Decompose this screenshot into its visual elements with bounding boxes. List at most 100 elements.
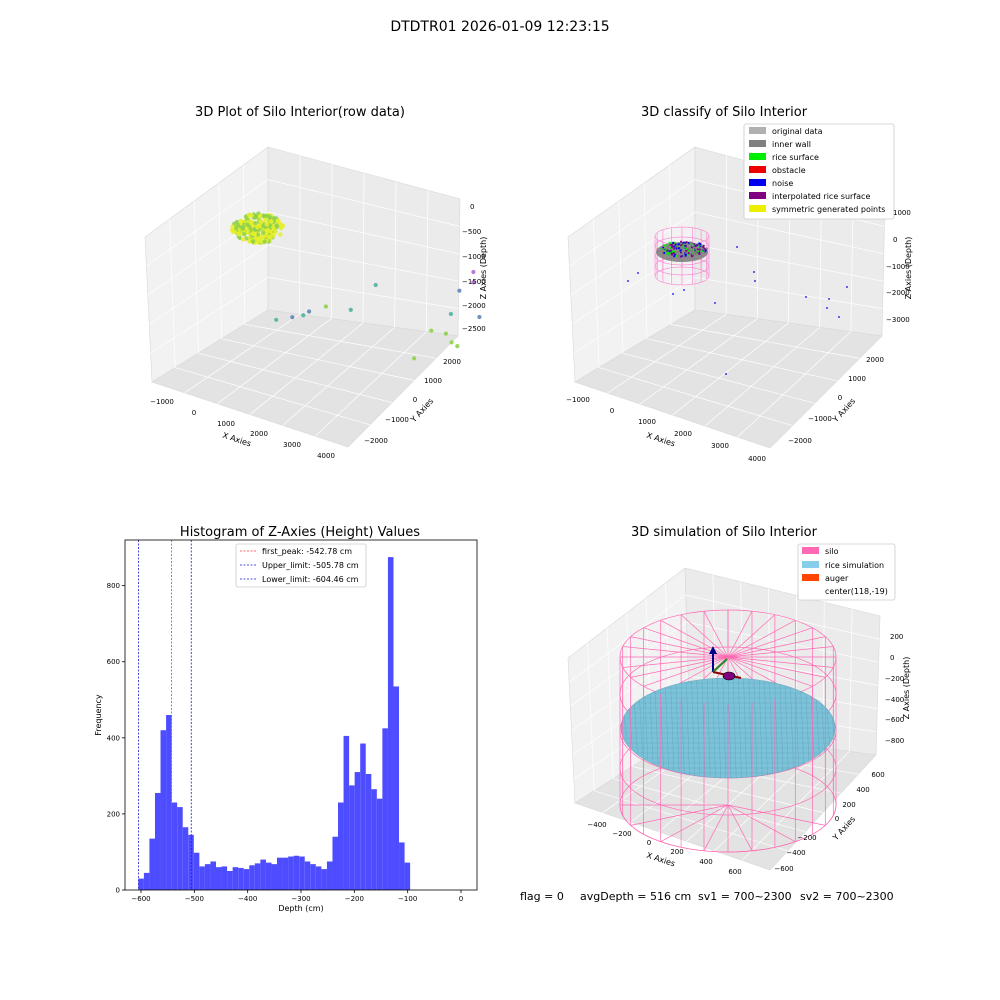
silo-cap-spoke (727, 804, 826, 826)
classify-mini-silo (654, 226, 710, 286)
noise-point (736, 246, 738, 248)
histogram-bar (315, 866, 322, 890)
simulation-title: 3D simulation of Silo Interior (631, 525, 818, 540)
classify-z-label: Z Axies (Depth) (904, 237, 913, 300)
noise-point (683, 289, 685, 291)
grid-line (598, 367, 793, 426)
raw-point (471, 280, 476, 285)
mini-silo-point (688, 247, 690, 250)
grid-line (573, 277, 696, 354)
mini-silo-point (671, 245, 674, 248)
mini-silo-point (660, 247, 663, 250)
mini-silo-point (691, 245, 694, 247)
mini-silo-point (668, 241, 671, 244)
mini-silo-point (675, 251, 677, 254)
simulation-legend: silo rice simulation auger center(118,-1… (797, 543, 896, 601)
classify-x-tick: 3000 (711, 442, 729, 450)
silo-cap-spoke (727, 656, 826, 678)
rice-mesh-line (738, 678, 742, 778)
mini-silo-point (671, 243, 674, 246)
mini-silo-point (689, 241, 692, 244)
histogram-bar (265, 862, 272, 890)
mini-silo-point (700, 249, 703, 252)
raw-x-ticks: −1000 0 1000 2000 3000 4000 (150, 398, 335, 460)
mini-silo-point (673, 245, 675, 248)
mini-silo-point (684, 254, 687, 257)
mini-silo-point (690, 249, 692, 252)
sim-y-tick: 600 (871, 771, 884, 779)
raw-y-tick: −2000 (364, 437, 388, 445)
raw-point (301, 313, 306, 318)
sim-x-tick: 0 (647, 839, 651, 847)
auger-axis-y (712, 658, 728, 673)
mini-silo-point (698, 242, 701, 245)
sim-y-tick: −200 (797, 834, 816, 842)
histogram-bar (160, 730, 167, 890)
histogram-bar (215, 867, 222, 890)
raw-cluster-point (242, 232, 247, 237)
histogram-bar (387, 557, 394, 890)
histogram-bar (326, 861, 333, 890)
status-footer: flag = 0 avgDepth = 516 cm sv1 = 700~230… (520, 890, 894, 903)
mini-silo-point (684, 246, 687, 248)
legend-label-interpolated: interpolated rice surface (772, 192, 870, 201)
grid-line (646, 338, 838, 382)
silo-cap-spoke (727, 804, 796, 843)
mini-silo-point (666, 252, 668, 255)
rice-mesh-line (759, 680, 763, 776)
legend-swatch-auger (802, 574, 819, 581)
sim-z-tick: −800 (885, 737, 904, 745)
mini-silo-point (691, 246, 694, 249)
histogram-bar (371, 789, 377, 890)
mini-silo-point (673, 251, 676, 253)
raw-point (448, 311, 453, 317)
figure-suptitle: DTDTR01 2026-01-09 12:23:15 (390, 19, 609, 35)
histogram-bar (143, 872, 150, 890)
histogram-bar (221, 866, 228, 890)
rice-mesh-line (779, 684, 784, 772)
raw-cluster-point (253, 220, 258, 226)
mini-silo-point (684, 253, 687, 256)
footer-avg-depth: avgDepth = 516 cm (580, 890, 691, 903)
grid-line (725, 155, 728, 315)
grid-line (221, 338, 415, 381)
legend-label-silo: silo (825, 547, 839, 556)
raw-cluster-point (245, 222, 250, 228)
mini-silo-point (666, 249, 669, 252)
histogram-bar (332, 836, 339, 890)
histogram-bar (376, 798, 383, 890)
raw-z-tick: −2500 (462, 325, 486, 333)
rice-mesh-line (649, 693, 654, 763)
mini-silo-point (693, 247, 695, 249)
sim-y-tick: 400 (856, 786, 869, 794)
rice-mesh-line (748, 678, 752, 778)
histogram-bar (227, 870, 233, 890)
mini-silo-point (679, 254, 682, 257)
sim-x-tick: −400 (587, 821, 606, 829)
mini-silo-point (674, 253, 676, 256)
simulation-auger (709, 646, 742, 681)
histogram-title: Histogram of Z-Axies (Height) Values (180, 525, 420, 540)
mini-silo-point (668, 244, 671, 247)
rice-mesh-line (795, 689, 799, 767)
sim-y-tick: −400 (786, 849, 805, 857)
mini-silo-point (691, 253, 694, 256)
histogram-bar (249, 865, 255, 890)
simulation-z-ticks: 200 0 −200 −400 −600 −800 (885, 633, 904, 745)
sim-x-tick: 200 (670, 848, 683, 856)
histogram-threshold-lines (138, 540, 192, 890)
raw-point (471, 269, 476, 275)
raw-point (412, 356, 417, 361)
histogram-x-ticks: −600 −500 −400 −300 −200 −100 0 (131, 890, 463, 903)
grid-line (643, 182, 648, 339)
raw-z-tick: −1000 (462, 253, 486, 261)
mini-silo-point (680, 246, 683, 249)
grid-line (146, 179, 269, 267)
histogram-bar (354, 772, 361, 890)
histogram-bar (293, 855, 300, 890)
auger-axis-z-arrow (709, 646, 717, 654)
mini-silo-point (672, 252, 675, 254)
raw-x-tick: 3000 (283, 441, 301, 449)
noise-point (826, 307, 828, 309)
